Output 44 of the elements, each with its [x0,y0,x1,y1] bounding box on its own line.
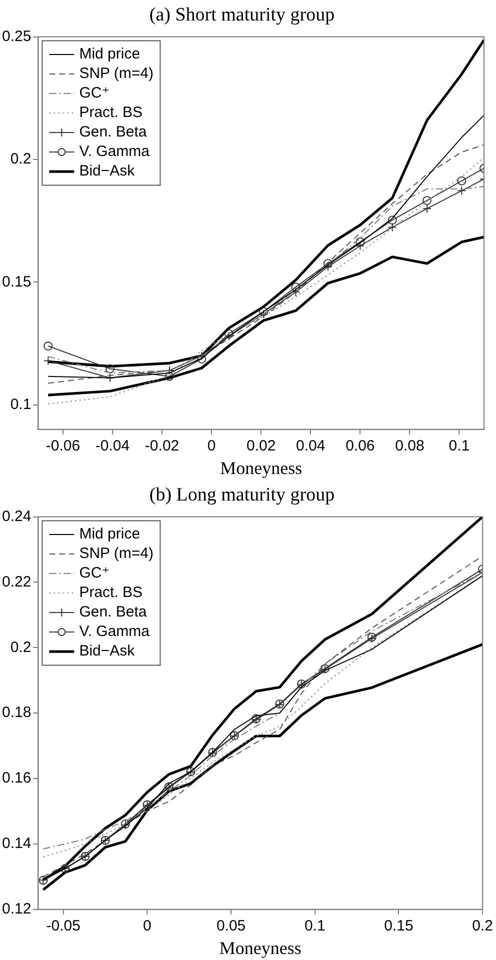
x-axis-title: Moneyness [220,458,302,478]
x-tick-label: 0.05 [216,918,246,935]
x-tick-label: 0 [207,438,216,455]
legend-label: V. Gamma [79,143,150,160]
legend-label: Mid price [79,46,140,63]
legend-label: V. Gamma [79,623,150,640]
x-tick-label: 0.02 [246,438,276,455]
y-tick-label: 0.12 [2,900,32,918]
legend-label: Bid−Ask [79,162,136,180]
legend-label: Pract. BS [79,584,143,602]
x-tick-label: 0.04 [296,438,326,455]
x-tick-label: -0.02 [144,438,180,455]
y-tick-label: 0.14 [2,835,32,852]
x-tick-label: 0 [143,918,152,935]
y-tick-label: 0.18 [2,704,32,722]
legend-label: GC⁺ [79,84,110,102]
y-tick-label: 0.25 [2,28,32,45]
x-tick-label: -0.05 [46,918,80,935]
legend-label: Gen. Beta [79,124,148,141]
y-tick-label: 0.22 [2,573,32,590]
y-tick-label: 0.2 [10,150,32,168]
x-tick-label: 0.15 [384,918,414,935]
legend-label: Gen. Beta [79,604,148,621]
x-tick-label: 0.06 [346,438,375,455]
y-tick-label: 0.1 [10,396,32,414]
y-tick-label: 0.15 [2,273,32,290]
chart-title: (b) Long maturity group [149,484,335,506]
legend-label: Mid price [79,526,140,543]
x-tick-label: 0.1 [448,438,470,455]
x-tick-label: -0.04 [95,438,130,455]
x-tick-label: 0.08 [395,438,424,455]
y-tick-label: 0.24 [2,508,32,525]
x-tick-label: -0.06 [46,438,80,455]
y-tick-label: 0.2 [10,638,32,656]
legend-label: SNP (m=4) [79,545,154,562]
x-axis-title: Moneyness [219,938,302,958]
legend-label: SNP (m=4) [79,65,154,82]
legend-label: GC⁺ [79,564,110,582]
legend-label: Bid−Ask [79,642,136,660]
chart-title: (a) Short maturity group [149,4,335,26]
y-tick-label: 0.16 [2,770,32,787]
x-tick-label: 0.2 [472,918,494,935]
x-tick-label: 0.1 [304,918,326,935]
legend-label: Pract. BS [79,104,143,122]
